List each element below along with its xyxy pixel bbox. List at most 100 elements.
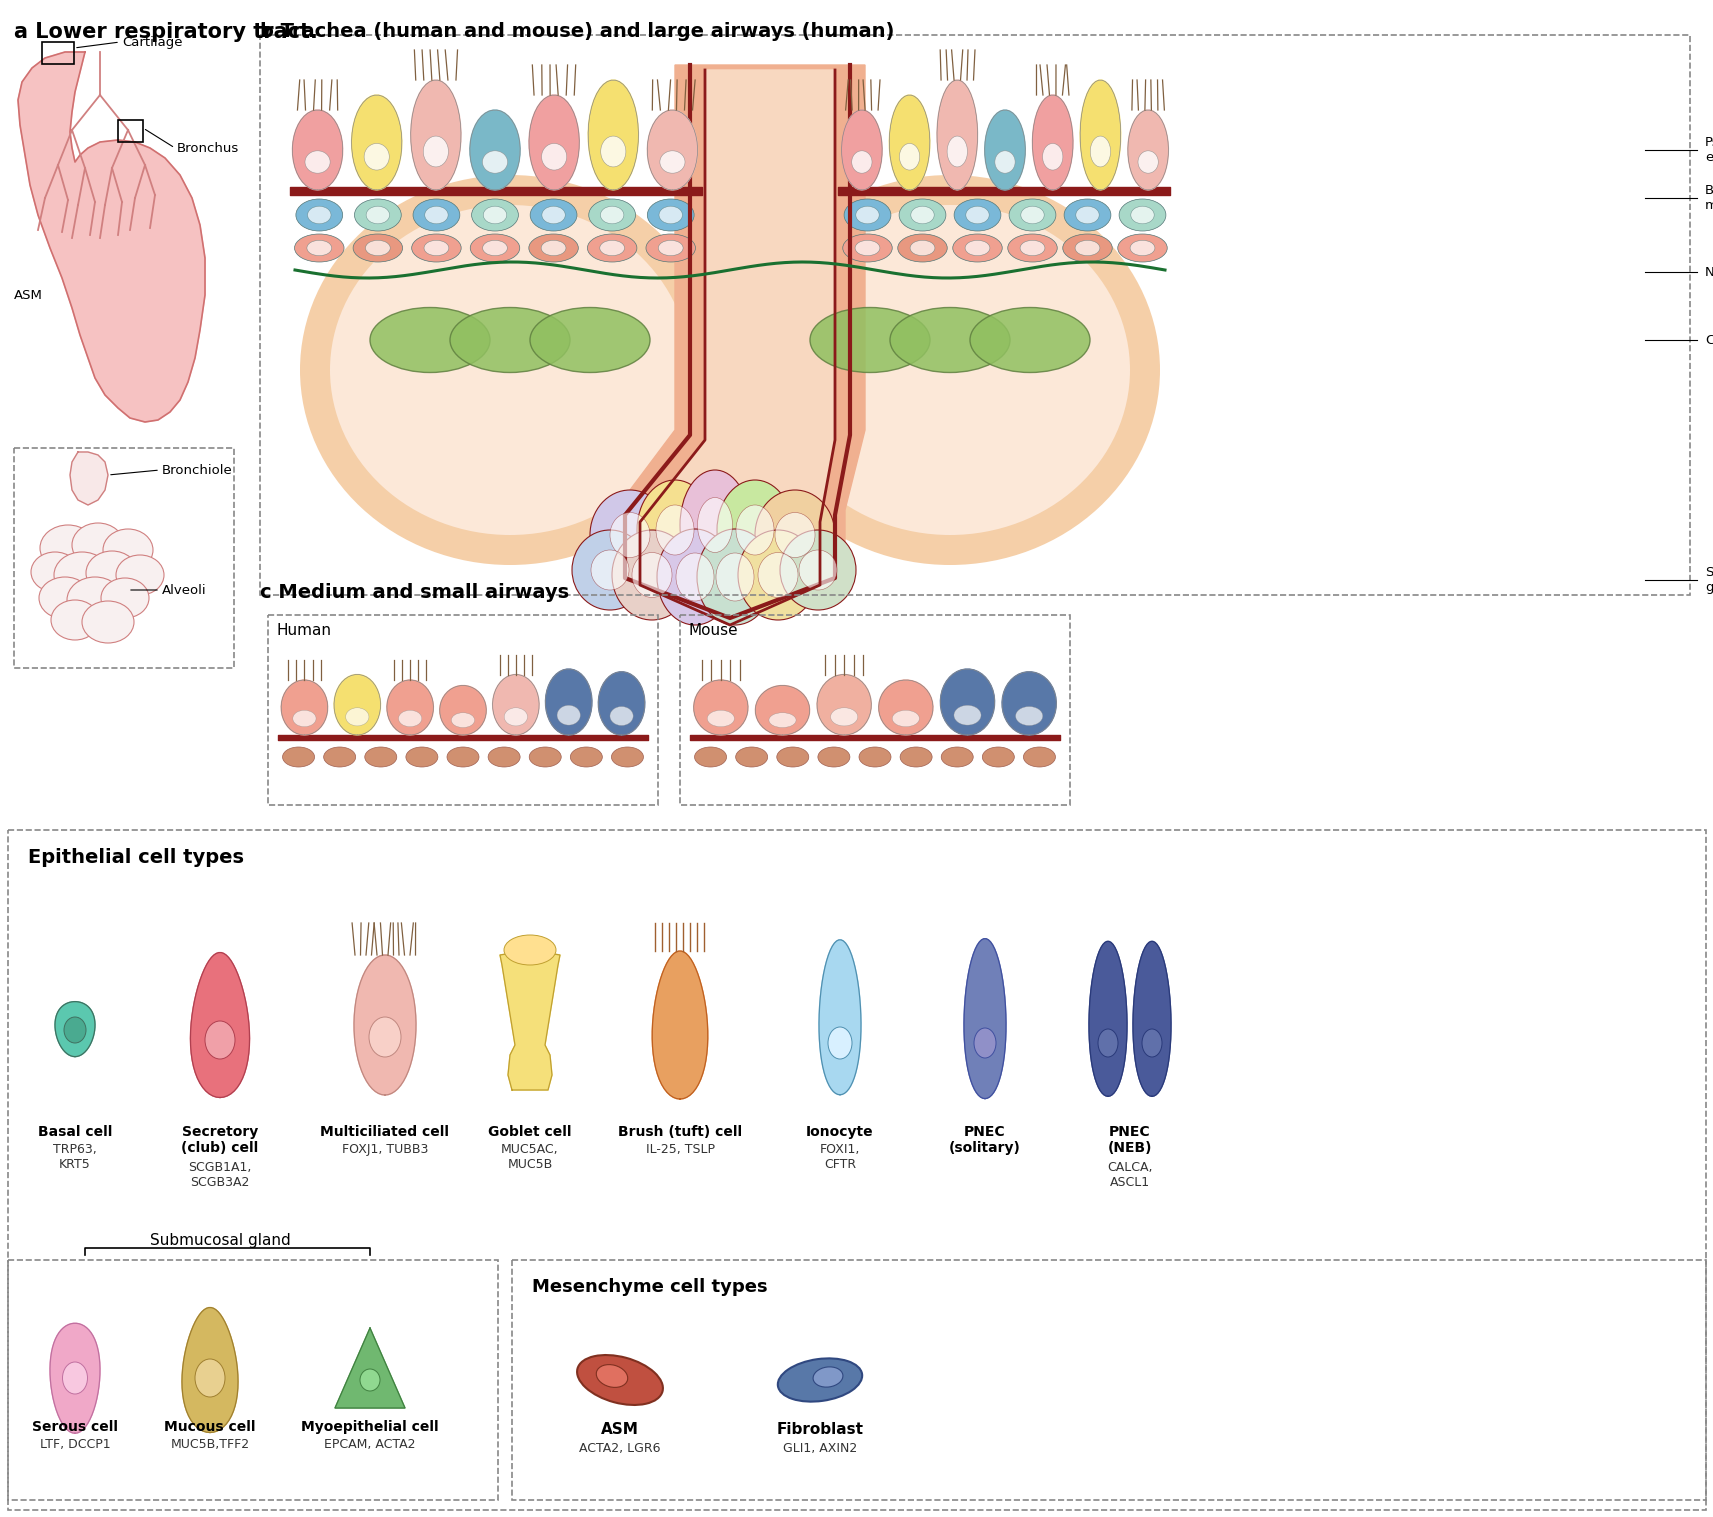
Text: FOXI1,
CFTR: FOXI1, CFTR [821, 1142, 860, 1171]
Ellipse shape [716, 554, 754, 601]
Text: FOXJ1, TUBB3: FOXJ1, TUBB3 [343, 1142, 428, 1156]
Ellipse shape [406, 746, 439, 768]
Ellipse shape [365, 240, 391, 256]
Bar [9, 1261, 498, 1500]
Polygon shape [351, 96, 403, 190]
Ellipse shape [774, 513, 815, 558]
Text: Serous cell: Serous cell [33, 1420, 118, 1434]
Ellipse shape [855, 240, 880, 256]
Ellipse shape [1076, 240, 1100, 256]
Polygon shape [355, 956, 416, 1095]
Polygon shape [985, 111, 1026, 190]
Ellipse shape [637, 479, 713, 579]
Ellipse shape [660, 206, 682, 225]
Polygon shape [55, 1001, 94, 1057]
Ellipse shape [367, 206, 389, 225]
Ellipse shape [1062, 234, 1112, 262]
Ellipse shape [529, 308, 649, 373]
Polygon shape [964, 939, 1006, 1098]
Ellipse shape [368, 1016, 401, 1057]
Ellipse shape [101, 578, 149, 617]
Polygon shape [336, 1327, 404, 1408]
Text: b Trachea (human and mouse) and large airways (human): b Trachea (human and mouse) and large ai… [260, 23, 894, 41]
Ellipse shape [910, 240, 935, 256]
Ellipse shape [529, 746, 562, 768]
Polygon shape [70, 452, 108, 505]
Ellipse shape [1016, 707, 1043, 725]
Ellipse shape [413, 199, 459, 231]
Polygon shape [653, 951, 707, 1098]
Ellipse shape [966, 206, 988, 225]
Ellipse shape [658, 240, 683, 256]
Ellipse shape [589, 199, 636, 231]
Ellipse shape [1089, 137, 1110, 167]
Polygon shape [529, 96, 579, 190]
Bar [267, 614, 658, 806]
Ellipse shape [1119, 234, 1167, 262]
Text: Nerve: Nerve [1704, 265, 1713, 279]
Polygon shape [387, 680, 433, 736]
Polygon shape [841, 111, 882, 190]
Text: Bronchus: Bronchus [176, 141, 240, 155]
Ellipse shape [858, 746, 891, 768]
Polygon shape [411, 80, 461, 190]
Ellipse shape [817, 746, 850, 768]
Polygon shape [937, 80, 978, 190]
Text: Myoepithelial cell: Myoepithelial cell [301, 1420, 439, 1434]
Ellipse shape [612, 746, 644, 768]
Ellipse shape [1131, 206, 1155, 225]
Text: CALCA,
ASCL1: CALCA, ASCL1 [1107, 1161, 1153, 1189]
Ellipse shape [982, 746, 1014, 768]
Ellipse shape [541, 206, 565, 225]
Ellipse shape [648, 199, 694, 231]
Ellipse shape [779, 529, 856, 610]
Ellipse shape [591, 551, 629, 590]
Polygon shape [334, 675, 380, 736]
Ellipse shape [62, 1362, 87, 1394]
Ellipse shape [82, 601, 134, 643]
Ellipse shape [600, 240, 625, 256]
Ellipse shape [899, 144, 920, 170]
Ellipse shape [1119, 199, 1167, 231]
Ellipse shape [588, 234, 637, 262]
Text: Brush (tuft) cell: Brush (tuft) cell [618, 1126, 742, 1139]
Ellipse shape [737, 505, 774, 555]
Ellipse shape [697, 498, 733, 552]
Ellipse shape [798, 551, 838, 590]
Ellipse shape [1023, 746, 1055, 768]
Ellipse shape [504, 708, 528, 727]
Ellipse shape [370, 308, 490, 373]
Ellipse shape [451, 713, 475, 728]
Polygon shape [500, 950, 560, 1091]
Text: Secretory
(club) cell: Secretory (club) cell [182, 1126, 259, 1156]
Ellipse shape [995, 150, 1016, 173]
Polygon shape [190, 953, 250, 1097]
Ellipse shape [1007, 234, 1057, 262]
Ellipse shape [831, 708, 858, 727]
Ellipse shape [658, 529, 733, 625]
Text: Submucosal gland: Submucosal gland [149, 1233, 291, 1248]
Ellipse shape [425, 240, 449, 256]
Ellipse shape [31, 552, 79, 592]
Bar [43, 42, 74, 64]
Ellipse shape [365, 144, 389, 170]
Ellipse shape [940, 746, 973, 768]
Ellipse shape [697, 529, 773, 625]
Ellipse shape [810, 308, 930, 373]
Polygon shape [598, 672, 644, 736]
Text: a Lower respiratory tract.: a Lower respiratory tract. [14, 23, 319, 42]
Text: Cartilage: Cartilage [1704, 334, 1713, 346]
Ellipse shape [947, 137, 968, 167]
Text: Basal cell: Basal cell [38, 1126, 111, 1139]
Ellipse shape [300, 174, 719, 564]
Ellipse shape [423, 137, 449, 167]
Ellipse shape [483, 150, 507, 173]
Text: c Medium and small airways: c Medium and small airways [260, 583, 569, 602]
Ellipse shape [283, 746, 315, 768]
Text: MUC5B,TFF2: MUC5B,TFF2 [170, 1438, 250, 1450]
Ellipse shape [771, 205, 1131, 536]
Polygon shape [545, 669, 593, 736]
Ellipse shape [718, 479, 793, 579]
Ellipse shape [856, 206, 879, 225]
Ellipse shape [471, 199, 519, 231]
